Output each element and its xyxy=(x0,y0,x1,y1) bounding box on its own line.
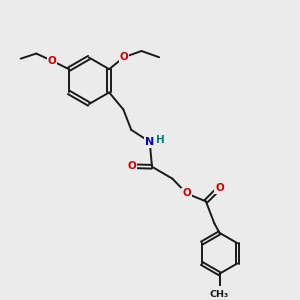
Text: O: O xyxy=(182,188,191,198)
Text: O: O xyxy=(47,56,56,66)
Text: CH₃: CH₃ xyxy=(210,290,229,298)
Text: O: O xyxy=(119,52,128,62)
Text: O: O xyxy=(215,183,224,193)
Text: H: H xyxy=(156,135,165,145)
Text: O: O xyxy=(127,161,136,171)
Text: N: N xyxy=(145,137,154,147)
